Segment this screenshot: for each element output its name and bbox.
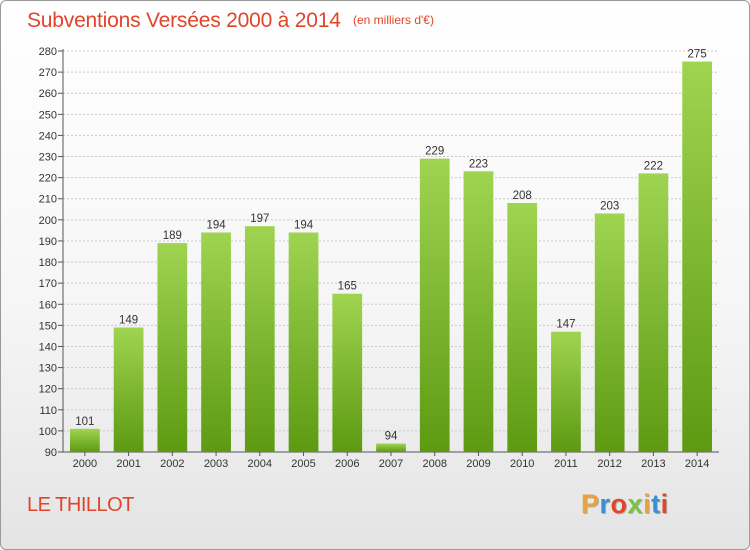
y-tick-label: 160 [39,299,57,311]
x-tick-label: 2005 [291,458,315,470]
x-tick-label: 2003 [204,458,228,470]
bar-2001 [113,327,144,452]
y-tick-label: 90 [45,447,57,459]
bar-value-label: 223 [469,158,488,170]
bar-2011 [551,331,581,452]
x-tick-label: 2010 [510,458,534,470]
bar-2000 [69,428,100,452]
bar-2009 [463,171,494,453]
bar-value-label: 94 [385,431,398,443]
bar-value-label: 189 [163,230,182,242]
bar-2003 [201,232,231,452]
y-tick-label: 100 [39,426,57,438]
bar-value-label: 194 [206,220,226,232]
y-tick-labels: 90 100 110 120 130 140 150 160 170 180 190 200 210 22… [39,46,57,459]
bar-2012 [594,213,625,452]
y-tick-label: 230 [39,152,57,164]
place-name: LE THILLOT [27,494,134,516]
bar-2005 [288,232,319,452]
chart-subtitle: (en milliers d'€) [353,13,434,27]
y-tick-label: 240 [39,130,57,142]
x-tick-label: 2009 [466,458,490,470]
bar-2010 [507,202,538,452]
bars [69,61,713,453]
x-tick-label: 2012 [597,458,621,470]
bar-2013 [638,173,669,452]
bar-value-label: 149 [119,314,138,326]
y-tick-label: 130 [39,363,57,375]
y-tick-label: 220 [39,173,57,185]
bar-value-label: 208 [513,190,532,202]
bar-value-label: 165 [338,281,357,293]
bar-value-label: 147 [556,319,575,331]
y-tick-label: 260 [39,88,57,100]
bar-value-label: 229 [425,146,444,158]
y-tick-label: 120 [39,384,57,396]
y-tick-label: 140 [39,341,57,353]
x-tick-label: 2002 [160,458,184,470]
y-tick-label: 170 [39,278,57,290]
y-tick-label: 270 [39,67,57,79]
x-tick-label: 2008 [422,458,446,470]
bar-value-label: 194 [294,220,314,232]
y-tick-label: 280 [39,46,57,58]
bar-value-label: 197 [250,213,269,225]
x-tick-label: 2004 [248,458,272,470]
x-tick-label: 2014 [685,458,709,470]
bar-value-labels: 101 149 189 194 197 194 165 94 229 223 208 147 203 22… [75,49,706,443]
bar-value-label: 222 [644,160,663,172]
y-tick-label: 190 [39,236,57,248]
bar-2006 [332,293,363,452]
bar-2008 [419,158,450,452]
x-tick-labels: 2000 2001 2002 2003 2004 2005 2006 2007 2008 2009… [73,458,710,470]
y-tick-label: 110 [39,405,57,417]
bar-2014 [682,61,713,452]
y-tick-label: 180 [39,257,57,269]
bar-2007 [376,443,406,452]
y-tick-label: 250 [39,109,57,121]
bar-2002 [157,243,188,452]
bar-value-label: 203 [600,201,619,213]
x-tick-label: 2011 [554,458,578,470]
bar-2004 [244,226,275,452]
bar-value-label: 275 [688,49,707,61]
y-tick-label: 200 [39,215,57,227]
y-tick-label: 150 [39,320,57,332]
x-tick-label: 2006 [335,458,359,470]
chart-title: Subventions Versées 2000 à 2014 [27,9,341,32]
x-tick-label: 2013 [641,458,665,470]
proxiti-logo: Proxiti [581,489,669,519]
x-tick-label: 2000 [73,458,97,470]
y-tick-label: 210 [39,194,57,206]
x-tick-label: 2007 [379,458,403,470]
bar-value-label: 101 [75,416,94,428]
x-tick-label: 2001 [116,458,140,470]
